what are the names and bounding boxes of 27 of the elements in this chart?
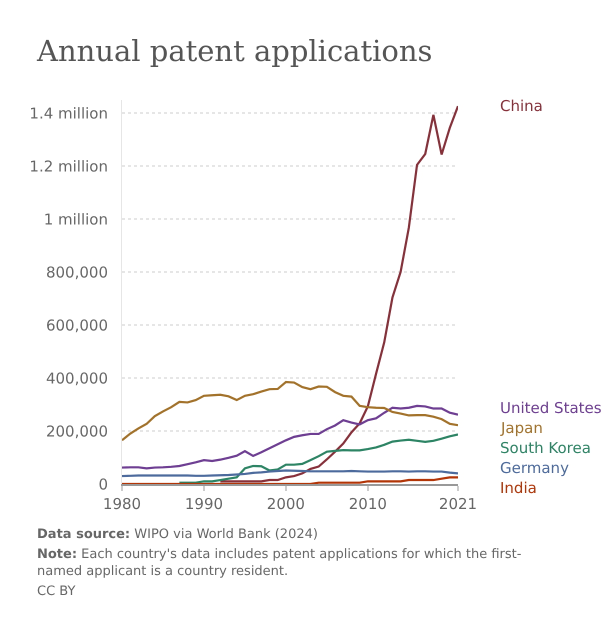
text: South Korea xyxy=(500,439,591,457)
x-tick-label: 2021 xyxy=(438,494,478,513)
text: India xyxy=(500,479,537,497)
text: United States xyxy=(500,399,602,417)
text: China xyxy=(500,97,543,115)
x-tick-label: 2010 xyxy=(348,494,387,513)
source-note: Data source: WIPO via World Bank (2024) xyxy=(37,526,319,543)
text: Japan xyxy=(500,419,543,437)
text: CC BY xyxy=(37,583,76,600)
x-tick-label: 1980 xyxy=(102,494,142,513)
y-tick-label: 1.2 million xyxy=(29,157,108,176)
line-series xyxy=(122,380,458,442)
y-tick-label: 1 million xyxy=(44,210,108,228)
y-tick-label: 200,000 xyxy=(46,422,108,440)
x-tick-label: 1990 xyxy=(184,494,224,513)
line-series xyxy=(122,404,458,470)
text: Germany xyxy=(500,459,570,477)
y-tick-label: 800,000 xyxy=(46,263,108,282)
y-tick-label: 1.4 million xyxy=(29,104,108,122)
line-series xyxy=(178,433,458,484)
y-tick-label: 0 xyxy=(98,475,108,494)
text: Note: Each country's data includes patent applications for which the first-named applicant is a country resident. xyxy=(37,546,522,580)
x-tick-label: 2000 xyxy=(266,494,305,513)
y-tick-label: 400,000 xyxy=(46,369,108,388)
line-series xyxy=(219,104,458,482)
y-tick-label: 600,000 xyxy=(46,316,108,334)
chart-title: Annual patent applications xyxy=(37,34,432,68)
